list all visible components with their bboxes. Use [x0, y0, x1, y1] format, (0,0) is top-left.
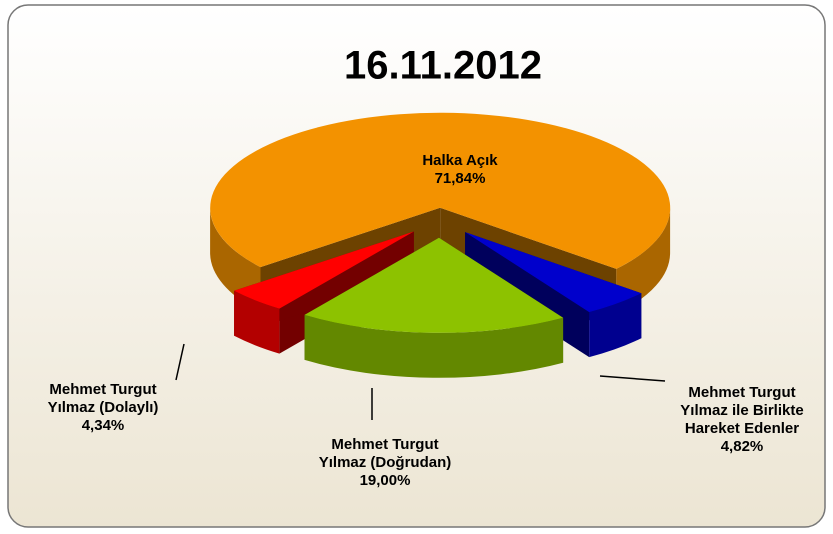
slice-side [210, 207, 261, 313]
leader-lines [175, 343, 666, 420]
slice-side [589, 293, 642, 358]
value-label: 4,34% [81, 417, 125, 434]
slice [210, 112, 671, 269]
slice [465, 232, 642, 313]
leader-line [175, 343, 185, 381]
value-label: 4,82% [720, 438, 764, 455]
slice-label: Halka Açık 71,84% [390, 152, 530, 188]
slice-side [616, 207, 671, 314]
slice-side [304, 314, 564, 378]
category-label: Mehmet Turgut Yılmaz (Dolaylı) [47, 381, 159, 416]
slice-label: Mehmet Turgut Yılmaz (Doğrudan) 19,00% [310, 436, 460, 490]
category-label: Mehmet Turgut Yılmaz ile Birlikte Hareke… [680, 384, 804, 437]
leader-line [599, 375, 666, 382]
pie [210, 112, 671, 378]
slice-side [234, 290, 280, 354]
slice-label: Mehmet Turgut Yılmaz (Dolaylı) 4,34% [28, 381, 178, 435]
value-label: 19,00% [359, 472, 411, 489]
slice-label: Mehmet Turgut Yılmaz ile Birlikte Hareke… [667, 384, 817, 456]
slice [304, 237, 564, 333]
category-label: Mehmet Turgut Yılmaz (Doğrudan) [318, 436, 452, 471]
slice [234, 231, 414, 309]
value-label: 71,84% [434, 170, 486, 187]
chart-title: 16.11.2012 [344, 43, 542, 88]
category-label: Halka Açık [422, 152, 498, 169]
